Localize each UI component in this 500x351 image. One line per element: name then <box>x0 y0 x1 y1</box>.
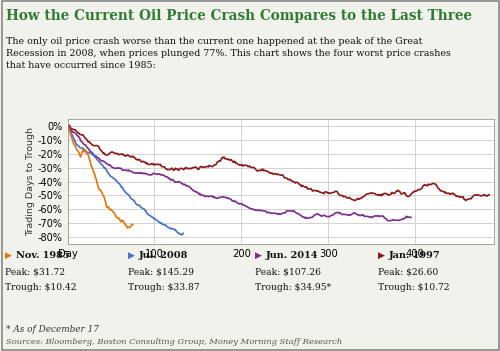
Text: Trough: $10.72: Trough: $10.72 <box>378 283 449 292</box>
Text: ▶: ▶ <box>378 251 384 260</box>
Text: ▶: ▶ <box>255 251 262 260</box>
Text: Peak: $31.72: Peak: $31.72 <box>5 268 65 277</box>
Text: Peak: $107.26: Peak: $107.26 <box>255 268 321 277</box>
Text: Trough: $33.87: Trough: $33.87 <box>128 283 199 292</box>
Text: The only oil price crash worse than the current one happened at the peak of the : The only oil price crash worse than the … <box>6 37 451 70</box>
Y-axis label: Trading Days to Trough: Trading Days to Trough <box>26 127 35 236</box>
Text: Trough: $10.42: Trough: $10.42 <box>5 283 76 292</box>
Text: Peak: $26.60: Peak: $26.60 <box>378 268 438 277</box>
Text: Peak: $145.29: Peak: $145.29 <box>128 268 194 277</box>
Text: Jul. 2008: Jul. 2008 <box>138 251 188 260</box>
Text: How the Current Oil Price Crash Compares to the Last Three: How the Current Oil Price Crash Compares… <box>6 9 472 23</box>
Text: Jan. 1997: Jan. 1997 <box>388 251 440 260</box>
Text: Nov. 1985: Nov. 1985 <box>16 251 70 260</box>
Text: Sources: Bloomberg, Boston Consulting Group, Money Morning Staff Research: Sources: Bloomberg, Boston Consulting Gr… <box>6 338 342 346</box>
Text: * As of December 17: * As of December 17 <box>6 325 99 334</box>
Text: ▶: ▶ <box>5 251 12 260</box>
Text: Trough: $34.95*: Trough: $34.95* <box>255 283 331 292</box>
Text: ▶: ▶ <box>128 251 134 260</box>
Text: Jun. 2014: Jun. 2014 <box>266 251 318 260</box>
